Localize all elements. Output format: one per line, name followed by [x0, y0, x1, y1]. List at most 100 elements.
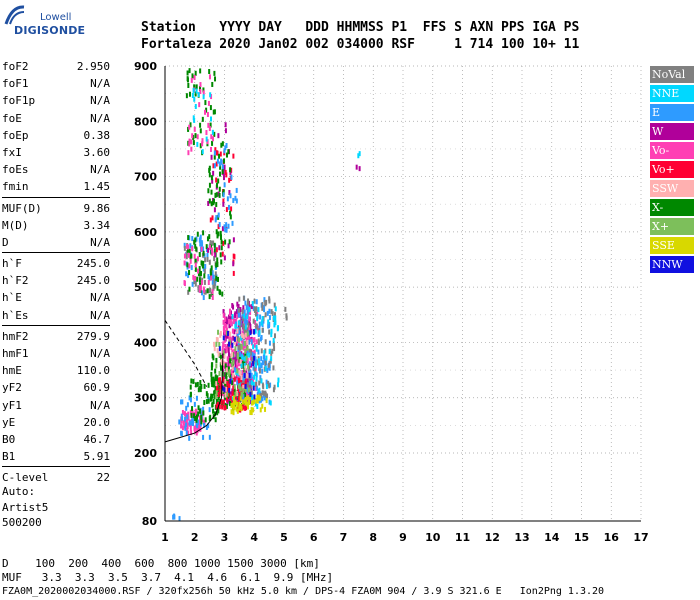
ionogram-echo-point	[191, 236, 194, 242]
ionogram-echo-point	[190, 378, 193, 384]
ionogram-echo-point	[231, 365, 234, 371]
ionogram-echo-point	[252, 365, 255, 371]
ionogram-echo-point	[208, 167, 211, 173]
footer-info-row: FZA0M_2020002034000.RSF / 320fx256h 50 k…	[2, 586, 605, 597]
ionogram-echo-point	[221, 291, 224, 297]
ionogram-echo-point	[216, 410, 219, 416]
param-row: h`E N/A	[2, 289, 110, 306]
ionogram-echo-point	[248, 348, 251, 354]
ionogram-echo-point	[187, 415, 190, 421]
ionogram-echo-point	[238, 405, 241, 411]
ionogram-echo-point	[243, 340, 246, 346]
ionogram-echo-point	[229, 167, 232, 173]
ionogram-echo-point	[229, 378, 232, 384]
ionogram-echo-point	[181, 399, 184, 405]
param-divider	[2, 324, 110, 326]
ionogram-echo-point	[242, 316, 245, 322]
ionogram-echo-point	[221, 164, 224, 170]
ionogram-echo-point	[190, 430, 193, 436]
ionogram-echo-point	[244, 315, 247, 321]
ionogram-echo-point	[251, 356, 254, 362]
ionogram-echo-point	[216, 158, 219, 164]
ionogram-echo-point	[271, 348, 274, 354]
ionogram-echo-point	[202, 90, 205, 96]
ionogram-echo-point	[255, 339, 258, 345]
ionogram-echo-point	[200, 419, 203, 425]
ionogram-echo-point	[211, 291, 214, 297]
ionogram-echo-point	[221, 169, 224, 175]
ionogram-echo-point	[253, 306, 256, 312]
ionogram-echo-point	[237, 307, 240, 313]
param-row: M(D) 3.34	[2, 217, 110, 234]
ionogram-echo-point	[185, 427, 188, 433]
ionogram-echo-point	[240, 383, 243, 389]
ionogram-echo-point	[272, 315, 275, 321]
ionogram-echo-point	[255, 306, 258, 312]
ionogram-echo-point	[214, 271, 217, 277]
ionogram-echo-point	[222, 399, 225, 405]
ionogram-echo-point	[231, 390, 234, 396]
ionogram-echo-point	[248, 316, 251, 322]
ionogram-echo-point	[277, 377, 280, 383]
ionogram-echo-point	[219, 290, 222, 296]
param-value: N/A	[90, 347, 110, 360]
ionogram-echo-point	[215, 375, 218, 381]
ionogram-echo-point	[256, 309, 259, 315]
ionogram-echo-point	[187, 252, 190, 258]
ionogram-echo-point	[207, 122, 210, 128]
header-columns: Station YYYY DAY DDD HHMMSS P1 FFS S AXN…	[141, 20, 580, 35]
y-tick-label: 300	[134, 392, 157, 405]
ionogram-echo-point	[194, 281, 197, 287]
ionogram-echo-point	[225, 324, 228, 330]
ionogram-echo-point	[226, 330, 229, 336]
ionogram-echo-point	[263, 297, 266, 303]
ionogram-echo-point	[268, 340, 271, 346]
ionogram-echo-point	[220, 386, 223, 392]
ionogram-echo-point	[219, 151, 222, 157]
param-label: B1	[2, 450, 16, 464]
ionogram-echo-point	[250, 383, 253, 389]
ionogram-echo-point	[202, 94, 205, 100]
ionogram-echo-point	[248, 352, 251, 358]
ionogram-echo-point	[253, 366, 256, 372]
ionogram-echo-point	[246, 387, 249, 393]
y-tick-label: 500	[134, 281, 157, 294]
ionogram-echo-point	[191, 133, 194, 139]
ionogram-echo-point	[196, 276, 199, 282]
ionogram-echo-point	[246, 340, 249, 346]
ionogram-echo-point	[236, 380, 239, 386]
param-label: hmF1	[2, 347, 29, 360]
ionogram-echo-point	[235, 187, 238, 193]
ionogram-echo-point	[208, 434, 211, 440]
ionogram-echo-point	[229, 331, 232, 337]
ionogram-echo-point	[217, 408, 220, 414]
ionogram-echo-point	[203, 399, 206, 405]
param-label: h`F2	[2, 274, 29, 288]
ionogram-echo-point	[208, 259, 211, 265]
ionogram-echo-point	[232, 319, 235, 325]
ionogram-echo-point	[256, 394, 259, 400]
ionogram-echo-point	[223, 405, 226, 411]
ionogram-echo-point	[259, 397, 262, 403]
ionogram-echo-point	[199, 415, 202, 421]
ionogram-echo-point	[225, 319, 228, 325]
ionogram-echo-point	[224, 122, 227, 128]
ionogram-echo-point	[212, 200, 215, 206]
ionogram-echo-point	[221, 404, 224, 410]
ionogram-echo-point	[241, 339, 244, 345]
ionogram-echo-point	[232, 261, 235, 267]
ionogram-echo-point	[222, 341, 225, 347]
ionogram-echo-point	[224, 316, 227, 322]
param-label: foF1p	[2, 94, 36, 108]
ionogram-echo-point	[243, 373, 246, 379]
ionogram-echo-point	[211, 382, 214, 388]
ionogram-echo-point	[190, 253, 193, 259]
ionogram-echo-point	[224, 378, 227, 384]
param-value: 279.9	[76, 329, 110, 343]
ionogram-echo-point	[273, 312, 276, 318]
ionogram-echo-point	[194, 266, 197, 272]
ionogram-echo-point	[222, 376, 225, 382]
ionogram-echo-point	[211, 129, 214, 135]
ionogram-echo-point	[218, 186, 221, 192]
ionogram-echo-point	[193, 126, 196, 132]
